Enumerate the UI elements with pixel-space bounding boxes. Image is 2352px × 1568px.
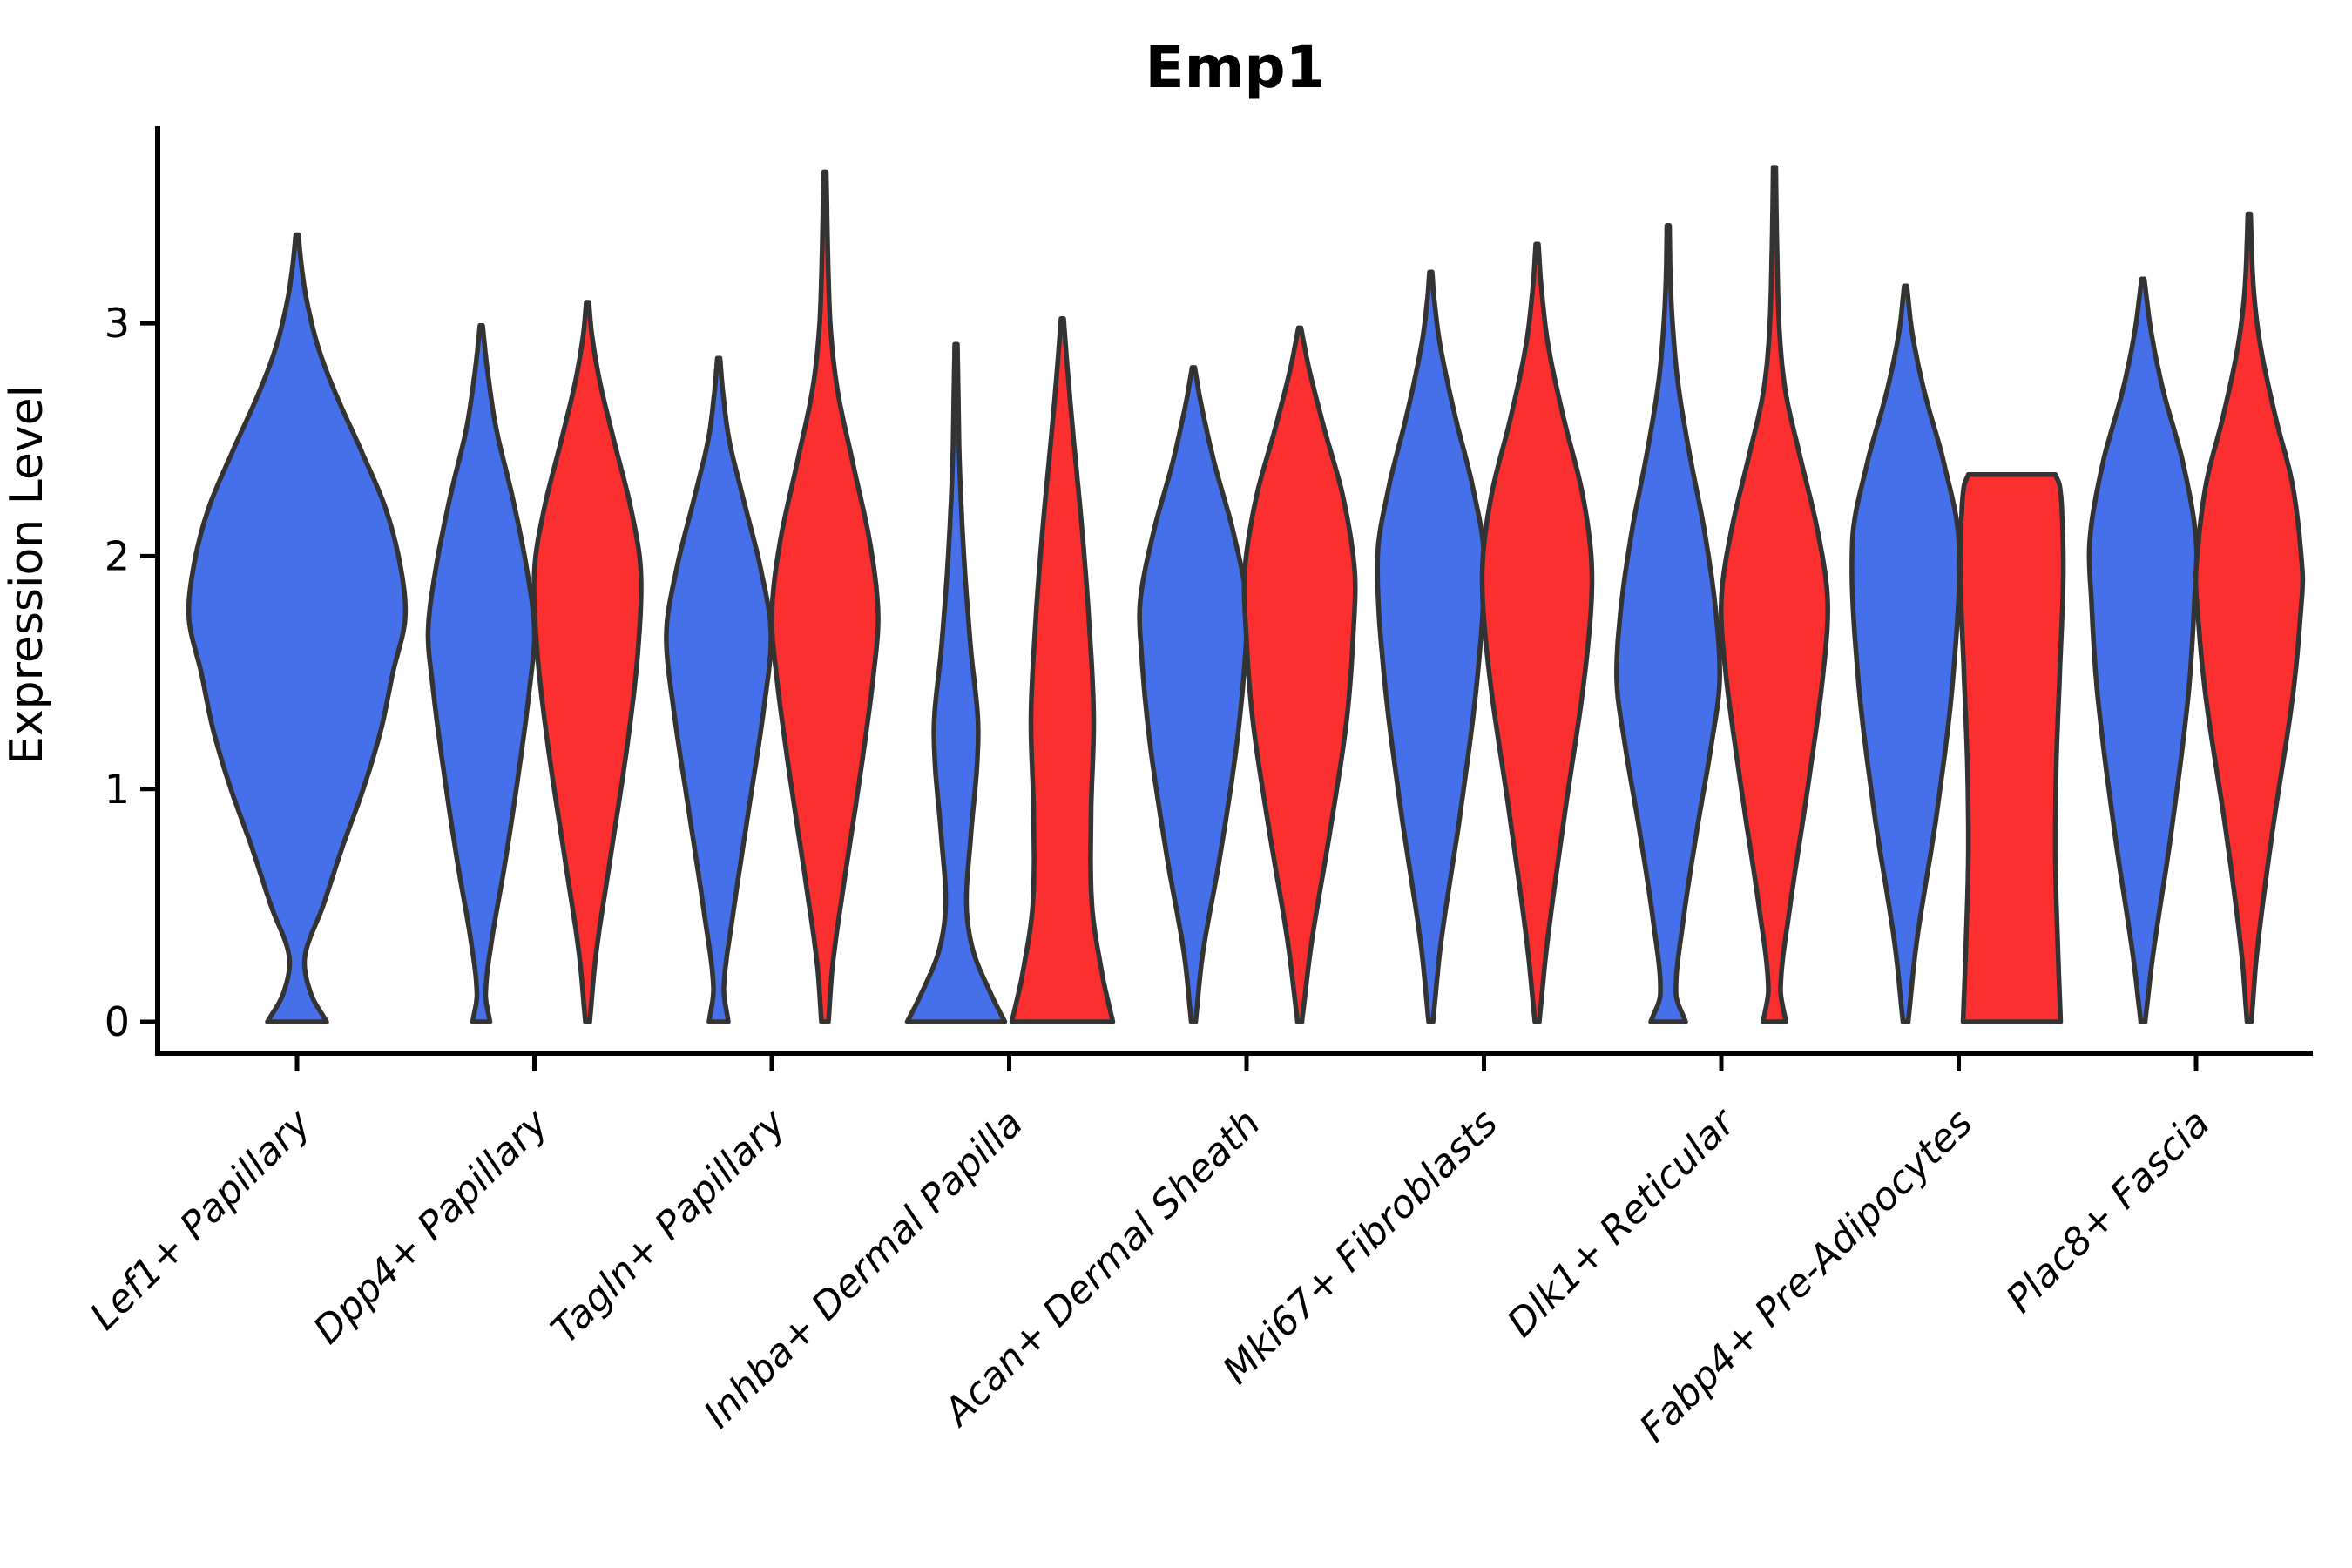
x-category-label: Dlk1+ Reticular: [1498, 1099, 1745, 1346]
y-tick-label: 2: [105, 533, 130, 580]
violins: [186, 165, 2306, 1024]
y-tick-label: 3: [105, 300, 130, 347]
violin-0-blue: [186, 232, 409, 1024]
violin-4-blue: [1137, 365, 1250, 1024]
violin-6-blue: [1614, 223, 1722, 1024]
violin-5-blue: [1375, 269, 1487, 1024]
violin-8-blue: [2086, 276, 2200, 1024]
x-category-label: Lef1+ Papillary: [82, 1100, 321, 1339]
violin-6-red: [1719, 165, 1830, 1024]
y-tick-label: 0: [105, 998, 130, 1045]
x-category-label: Mki67+ Fibroblasts: [1214, 1101, 1506, 1393]
violin-7-red: [1957, 472, 2066, 1024]
x-category-label: Dpp4+ Papillary: [305, 1100, 558, 1353]
violin-3-blue: [904, 341, 1008, 1024]
violin-8-red: [2193, 211, 2306, 1024]
violin-3-red: [1009, 316, 1116, 1024]
violin-7-blue: [1849, 283, 1962, 1024]
y-axis-label: Expression Level: [1, 385, 53, 765]
violin-5-red: [1479, 241, 1595, 1024]
violin-1-blue: [425, 323, 537, 1024]
violin-1-red: [531, 300, 644, 1024]
y-tick-label: 1: [105, 766, 130, 813]
violin-4-red: [1241, 325, 1358, 1024]
violin-2-blue: [664, 355, 774, 1024]
x-category-label: Tagln+ Papillary: [543, 1100, 794, 1352]
chart-title: Emp1: [1145, 34, 1325, 101]
violin-2-red: [769, 169, 881, 1024]
x-category-label: Plac8+ Fascia: [1997, 1101, 2218, 1321]
